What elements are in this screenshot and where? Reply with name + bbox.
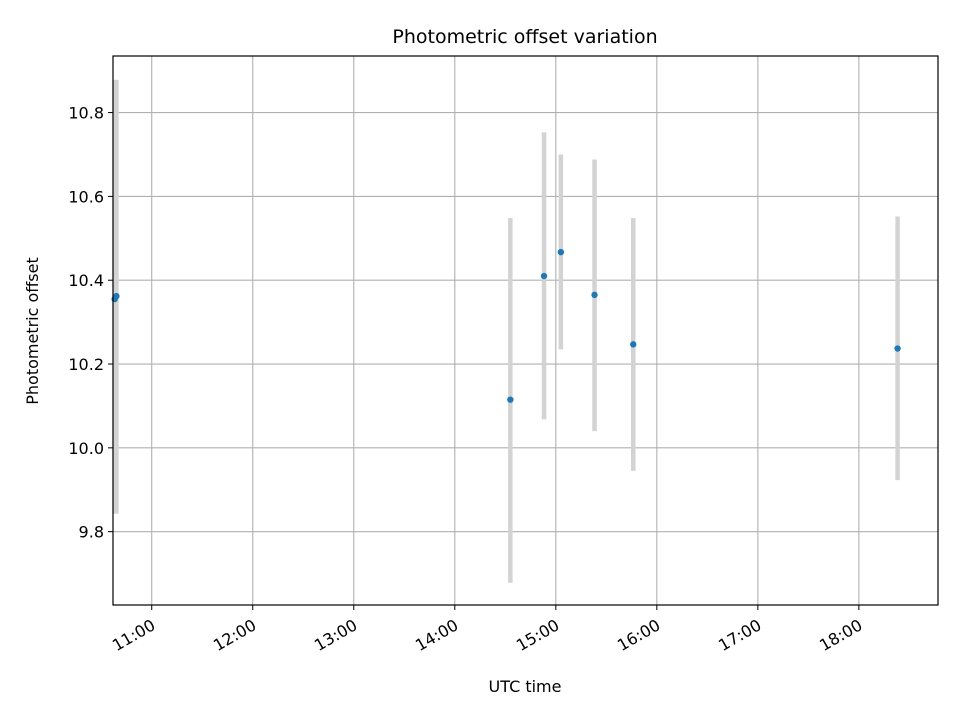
data-point — [591, 291, 598, 299]
y-tick-label: 10.2 — [68, 355, 104, 374]
data-point — [557, 248, 565, 256]
chart-title: Photometric offset variation — [392, 26, 657, 48]
y-tick-label: 10.6 — [68, 187, 104, 206]
y-tick-label: 10.4 — [68, 271, 104, 290]
data-point — [507, 396, 514, 403]
data-point — [540, 272, 548, 280]
data-point — [630, 341, 637, 348]
y-tick-label: 10.0 — [68, 439, 104, 458]
y-axis-label: Photometric offset — [23, 257, 42, 405]
y-tick-label: 10.8 — [68, 104, 104, 123]
data-point — [894, 345, 901, 352]
plot-frame — [112, 55, 939, 606]
data-point — [113, 292, 120, 300]
y-axis-ticks: 9.8 10.0 10.2 10.4 10.6 10.8 — [68, 104, 113, 542]
grid — [113, 56, 938, 605]
y-tick-label: 9.8 — [79, 523, 104, 542]
x-axis-label: UTC time — [489, 677, 562, 696]
